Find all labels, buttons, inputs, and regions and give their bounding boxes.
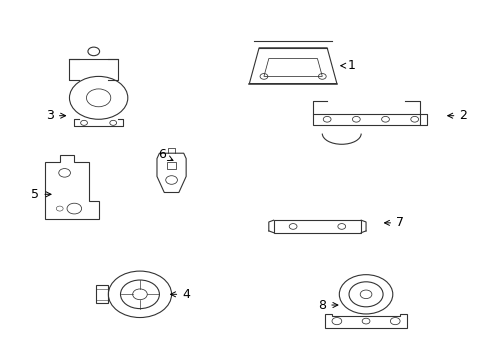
Text: 5: 5	[31, 188, 51, 201]
Text: 8: 8	[318, 298, 337, 311]
Text: 1: 1	[340, 59, 355, 72]
Text: 3: 3	[46, 109, 65, 122]
Text: 2: 2	[447, 109, 466, 122]
Text: 6: 6	[158, 148, 173, 162]
Text: 7: 7	[384, 216, 403, 229]
Text: 4: 4	[170, 288, 190, 301]
